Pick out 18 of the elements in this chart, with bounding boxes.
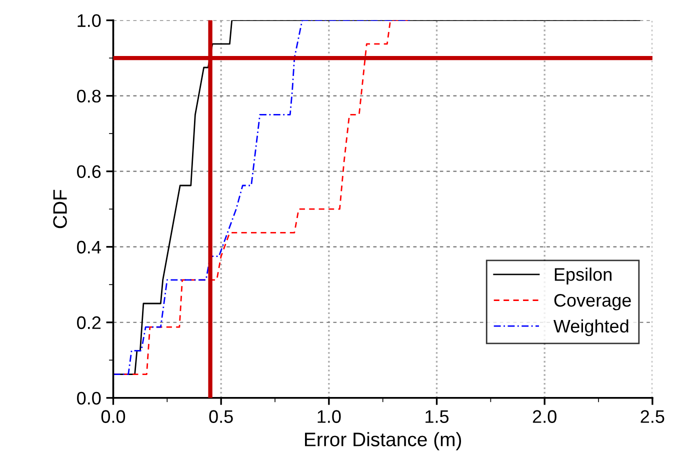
- x-tick-label: 2.0: [532, 410, 556, 423]
- y-tick-label: 0.0: [77, 392, 101, 405]
- y-tick-label: 0.2: [77, 316, 101, 330]
- legend-label: Weighted: [554, 319, 628, 336]
- y-tick-label: 0.8: [77, 90, 101, 103]
- x-tick-label: 0.0: [101, 410, 126, 423]
- y-axis-title: CDF: [53, 190, 67, 228]
- legend-label: Epsilon: [554, 268, 612, 284]
- y-tick-label: 1.0: [78, 14, 101, 28]
- line-series: [113, 20, 412, 375]
- x-tick-label: 1.0: [318, 410, 341, 423]
- x-tick-label: 0.5: [209, 410, 233, 423]
- y-tick-label: 0.4: [77, 240, 101, 254]
- y-tick-label: 0.6: [77, 165, 101, 178]
- x-axis-title: Error Distance (m): [305, 432, 462, 450]
- legend-label: Coverage: [554, 294, 631, 310]
- x-tick-label: 1.5: [426, 410, 449, 423]
- x-tick-label: 2.5: [640, 410, 664, 423]
